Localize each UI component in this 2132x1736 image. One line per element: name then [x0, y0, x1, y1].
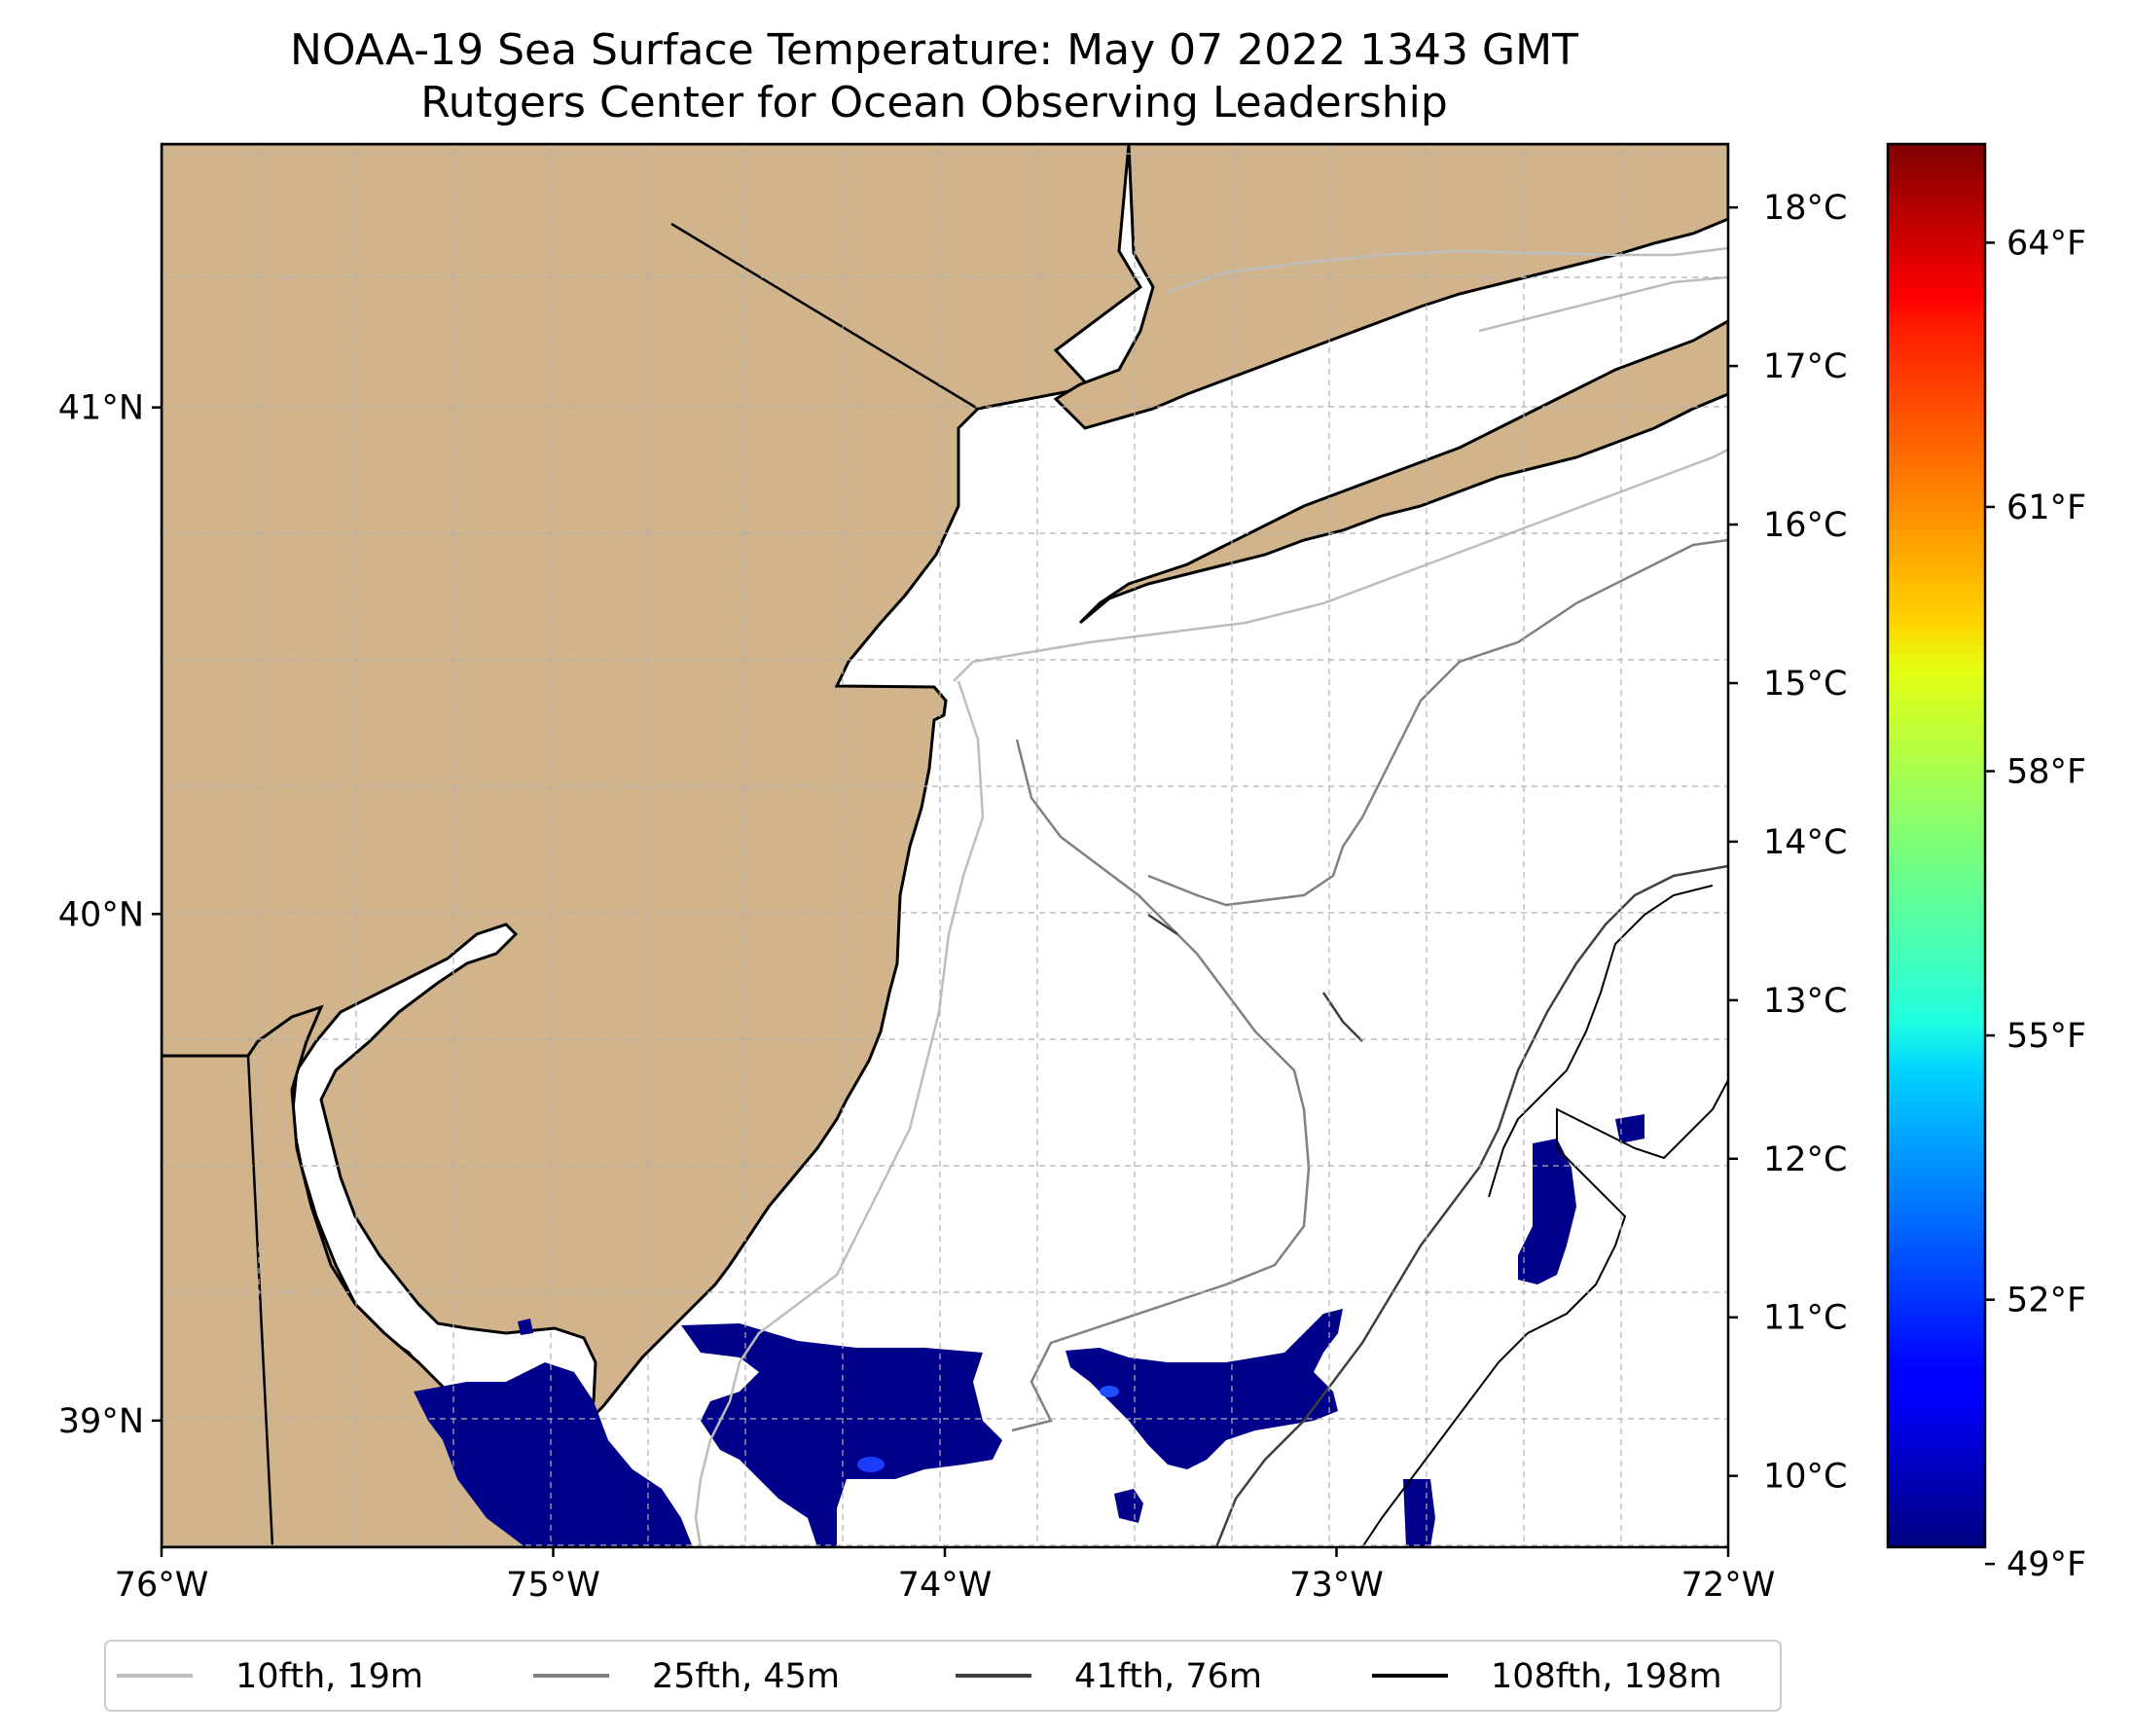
fahrenheit-tick-label: 52°F — [2006, 1282, 2086, 1320]
sst-patch-central — [681, 1323, 1002, 1547]
celsius-tick-label: 10°C — [1763, 1458, 1847, 1497]
lon-tick-label: 74°W — [898, 1566, 993, 1605]
colorbar-fahrenheit-axis: 49°F 52°F 55°F 58°F 61°F 64°F — [1985, 224, 2086, 1584]
legend-label: 10fth, 19m — [235, 1657, 423, 1696]
celsius-tick-label: 13°C — [1763, 982, 1847, 1021]
celsius-tick-label: 14°C — [1763, 823, 1847, 862]
colorbar-celsius-axis: 10°C 11°C 12°C 13°C 14°C 15°C 16°C 17°C 18°C — [1728, 189, 1847, 1497]
isobath-10fth — [694, 246, 1728, 1547]
cold-sst-patches — [414, 1114, 1644, 1547]
sst-warm-spot — [857, 1457, 885, 1472]
legend-box — [104, 1640, 1782, 1712]
celsius-tick-label: 12°C — [1763, 1140, 1847, 1179]
fahrenheit-tick-label: 58°F — [2006, 753, 2086, 792]
celsius-tick-label: 18°C — [1763, 189, 1847, 228]
sst-patch-far-south — [1403, 1479, 1435, 1547]
sst-patch-dot — [518, 1319, 533, 1335]
lat-tick-label: 39°N — [58, 1402, 144, 1441]
legend: 10fth, 19m 25fth, 45m 41fth, 76m 108fth, 19… — [117, 1657, 1722, 1696]
sst-patch-central-east — [1066, 1309, 1343, 1469]
lon-tick-label: 72°W — [1681, 1566, 1776, 1605]
celsius-tick-label: 17°C — [1763, 347, 1847, 386]
sst-patch-east — [1518, 1139, 1576, 1284]
state-border-de — [246, 1055, 274, 1547]
sst-patch-delaware-bay — [414, 1362, 693, 1547]
title-line-1: NOAA-19 Sea Surface Temperature: May 07 … — [290, 25, 1578, 75]
fahrenheit-tick-label: 64°F — [2006, 224, 2086, 263]
lat-tick-label: 40°N — [58, 895, 144, 934]
isobath-25fth — [1011, 538, 1728, 1432]
lon-tick-label: 73°W — [1289, 1566, 1384, 1605]
isobath-41fth — [1147, 864, 1728, 1547]
state-border-nj-ny — [670, 222, 979, 411]
sst-patch-small-south — [1114, 1489, 1143, 1523]
celsius-tick-label: 16°C — [1763, 506, 1847, 545]
lon-tick-label: 76°W — [115, 1566, 209, 1605]
longitude-axis: 76°W 75°W 74°W 73°W 72°W — [115, 1547, 1776, 1605]
title-line-2: Rutgers Center for Ocean Observing Leade… — [420, 78, 1448, 127]
lon-tick-label: 75°W — [506, 1566, 600, 1605]
fahrenheit-tick-label: 49°F — [2006, 1545, 2086, 1584]
legend-label: 41fth, 76m — [1074, 1657, 1262, 1696]
fahrenheit-tick-label: 55°F — [2006, 1017, 2086, 1056]
long-island-land — [1078, 319, 1728, 625]
lat-tick-label: 41°N — [58, 389, 144, 428]
sst-map — [162, 144, 1728, 1547]
legend-label: 25fth, 45m — [652, 1657, 840, 1696]
isobath-108fth — [1361, 885, 1728, 1547]
colorbar-gradient — [1886, 142, 1987, 1549]
fahrenheit-tick-label: 61°F — [2006, 488, 2086, 527]
latitude-axis: 41°N 40°N 39°N — [58, 389, 162, 1441]
connecticut-land — [1053, 144, 1728, 430]
sst-warm-spot-2 — [1100, 1386, 1119, 1397]
legend-label: 108fth, 198m — [1491, 1657, 1722, 1696]
sst-patch-small-east — [1615, 1114, 1644, 1143]
gridlines — [162, 144, 1728, 1547]
celsius-tick-label: 15°C — [1763, 665, 1847, 704]
celsius-tick-label: 11°C — [1763, 1299, 1847, 1338]
